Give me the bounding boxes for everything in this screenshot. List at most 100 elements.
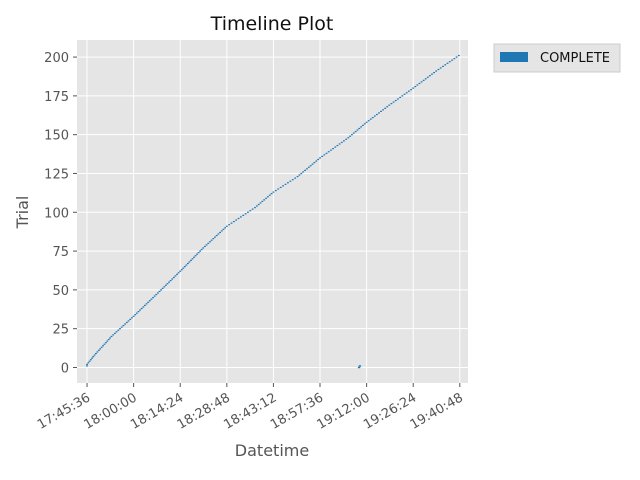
trial-bar [122,324,125,327]
trial-bar [224,227,227,229]
y-tick-label: 125 [44,167,69,182]
trial-bar [369,118,372,120]
trial-bar [268,194,271,196]
trial-bar [424,78,427,80]
trial-bar [384,107,387,109]
trial-bar [422,79,425,81]
trial-bar [367,120,370,122]
trial-bar [132,315,135,317]
trial-bar [254,207,256,209]
legend-swatch-complete [500,52,528,62]
trial-bar [306,168,308,170]
trial-bar [455,56,458,58]
trial-bar [329,149,332,151]
trial-bar [343,140,345,142]
y-tick-label: 50 [52,284,69,299]
trial-bar [420,81,423,83]
trial-bar [338,143,341,145]
trial-bar [168,281,170,283]
trial-bar [235,219,238,221]
trial-bar [97,349,100,352]
trial-bar [287,182,289,184]
trial-bar [96,351,99,353]
trial-bar [87,362,90,364]
trial-bar [240,216,242,218]
trial-bar [340,141,343,144]
trial-bar [323,154,326,156]
trial-bar [186,262,189,265]
trial-bar [270,193,273,195]
trial-bar [129,318,132,320]
trial-bar [179,270,182,272]
trial-bar [345,138,347,140]
trial-bar [289,180,292,182]
trial-bar [247,211,249,213]
trial-bar [148,300,151,302]
trial-bar [217,233,220,235]
trial-bar [182,267,185,269]
trial-bar [134,314,137,316]
trial-bar [457,54,460,57]
trial-bar [365,121,368,123]
trial-bar [433,71,435,74]
trial-bar [448,61,451,63]
trial-bar [202,247,205,249]
trial-bar [354,130,357,133]
trial-bar [95,352,97,355]
trial-bar [349,135,352,137]
trial-bar [124,323,127,325]
trial-bar [261,200,264,203]
trial-bar [104,342,107,344]
trial-bar [259,202,262,204]
trial-bar [277,188,280,190]
trial-bar [115,331,118,333]
trial-bar [164,284,167,286]
trial-bar [437,68,440,71]
trial-bar [302,171,305,173]
y-axis-ticks: 0 25 50 75 100 125 150 175 200 [44,51,77,376]
trial-bar [294,177,297,179]
trial-bar [86,365,88,367]
trial-bar [319,157,321,159]
trial-bar [107,338,110,341]
trial-bar [298,174,301,176]
trial-bar [137,311,140,313]
trial-bar [407,90,410,92]
trial-bar [91,357,93,359]
trial-bar [315,160,318,162]
x-axis-label: Datetime [235,441,309,460]
trial-bar [230,222,233,224]
trial-bar [140,307,143,310]
trial-bar [347,137,350,139]
trial-bar [356,129,359,131]
trial-bar [399,96,402,99]
trial-bar [410,89,412,91]
trial-bar [439,67,442,69]
trial-bar [453,58,456,60]
trial-bar [92,356,95,358]
trial-bar [199,250,202,252]
trial-bar [176,273,178,275]
trial-bar [426,76,429,78]
y-tick-label: 25 [52,323,69,338]
trial-bar [225,225,228,227]
trial-bar [139,309,141,311]
trial-bar [300,172,303,175]
trial-bar [237,217,240,220]
trial-bar [194,255,197,257]
trial-bar [282,185,284,187]
trial-bar [251,208,254,210]
trial-bar [321,155,324,157]
trial-bar [291,179,294,181]
trial-bar [185,264,188,266]
trial-bar [255,205,258,207]
trial-bar [93,354,96,356]
trial-bar [172,276,175,279]
trial-bar [444,64,447,66]
trial-bar [442,65,444,67]
trial-bar [183,266,186,268]
trial-bar [171,278,174,280]
trial-bar [161,287,164,289]
trial-bar [197,252,200,254]
trial-bar [193,256,195,258]
